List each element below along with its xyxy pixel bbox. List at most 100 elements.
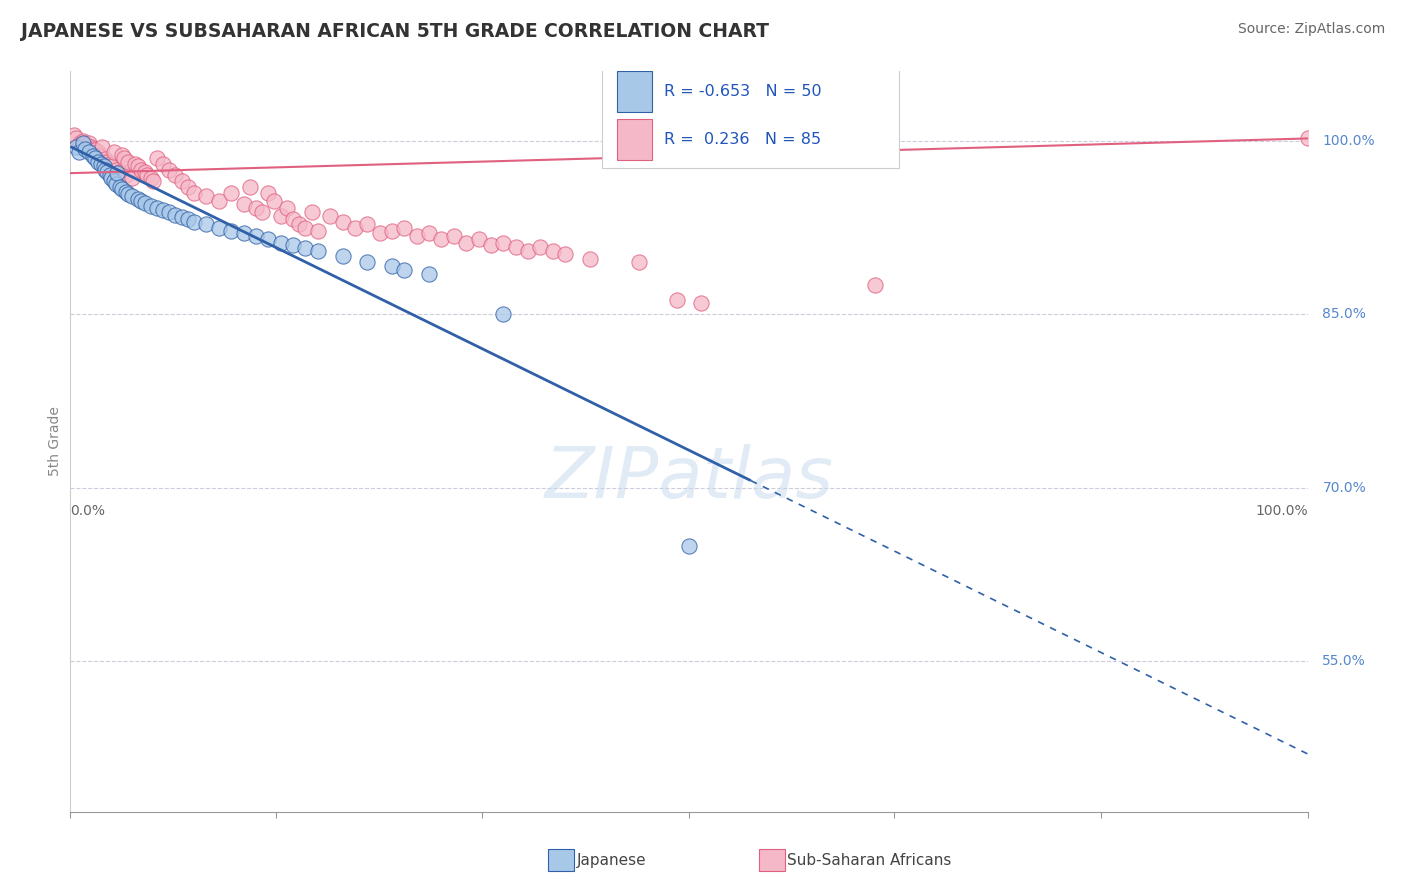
Point [94, 153, 117, 167]
Point [124, 157, 146, 171]
Point [152, 203, 174, 218]
Point [678, 539, 700, 553]
Point [80, 139, 103, 153]
Point [479, 238, 502, 252]
Y-axis label: 5th Grade: 5th Grade [48, 407, 62, 476]
Point [111, 147, 134, 161]
Point [294, 220, 316, 235]
Point [418, 267, 440, 281]
Point [356, 255, 378, 269]
Point [381, 259, 404, 273]
Point [195, 217, 218, 231]
Point [405, 228, 427, 243]
Point [112, 151, 135, 165]
Point [281, 212, 304, 227]
Point [105, 177, 128, 191]
Point [108, 165, 131, 179]
Point [98, 157, 121, 171]
Point [103, 145, 125, 160]
Point [96, 165, 118, 179]
Point [77, 145, 100, 160]
Point [208, 220, 231, 235]
Point [690, 295, 713, 310]
Point [121, 170, 143, 185]
Point [257, 232, 280, 246]
Point [84, 143, 107, 157]
Point [129, 194, 152, 208]
Point [239, 180, 262, 194]
Point [72, 136, 94, 150]
Point [115, 169, 138, 183]
Text: 0.0%: 0.0% [70, 505, 105, 518]
Text: R =  0.236   N = 85: R = 0.236 N = 85 [664, 132, 821, 147]
Point [505, 240, 527, 254]
Point [170, 210, 193, 224]
Point [157, 205, 180, 219]
Point [142, 174, 165, 188]
Point [77, 136, 100, 150]
Point [146, 151, 169, 165]
Point [91, 139, 114, 153]
Point [87, 147, 110, 161]
Point [219, 186, 242, 200]
Point [103, 174, 125, 188]
Point [381, 224, 404, 238]
Point [232, 227, 254, 241]
Point [665, 293, 688, 308]
Point [219, 224, 242, 238]
Point [65, 139, 87, 153]
FancyBboxPatch shape [617, 120, 652, 161]
Point [343, 220, 366, 235]
Point [276, 201, 298, 215]
Text: 70.0%: 70.0% [1323, 481, 1367, 495]
Point [63, 128, 86, 142]
Point [332, 215, 354, 229]
Point [165, 169, 187, 183]
Point [146, 201, 169, 215]
Point [72, 134, 94, 148]
Point [270, 209, 292, 223]
Point [82, 142, 104, 156]
Point [117, 186, 139, 201]
Text: 85.0%: 85.0% [1323, 307, 1367, 321]
Point [443, 228, 465, 243]
Point [136, 169, 159, 183]
Point [69, 136, 91, 150]
Point [75, 142, 97, 156]
Point [270, 235, 292, 250]
Point [127, 192, 149, 206]
Point [245, 228, 267, 243]
Point [177, 212, 200, 227]
Point [90, 150, 112, 164]
Point [307, 244, 329, 258]
Point [183, 186, 205, 200]
Point [75, 136, 97, 150]
Point [134, 165, 156, 179]
Point [319, 209, 342, 223]
Point [467, 232, 489, 246]
Point [105, 162, 128, 177]
Point [86, 145, 108, 160]
Point [863, 278, 886, 293]
Point [84, 151, 107, 165]
Point [307, 224, 329, 238]
Point [232, 197, 254, 211]
Point [177, 180, 200, 194]
Point [111, 182, 134, 196]
Point [108, 180, 131, 194]
Point [628, 255, 651, 269]
Point [93, 159, 115, 173]
Point [579, 252, 602, 266]
Point [1296, 131, 1319, 145]
Text: 55.0%: 55.0% [1323, 655, 1367, 668]
Point [456, 235, 478, 250]
Point [139, 170, 162, 185]
Point [368, 227, 391, 241]
Point [418, 227, 440, 241]
Text: JAPANESE VS SUBSAHARAN AFRICAN 5TH GRADE CORRELATION CHART: JAPANESE VS SUBSAHARAN AFRICAN 5TH GRADE… [21, 22, 769, 41]
Point [263, 194, 285, 208]
Point [541, 244, 564, 258]
Point [492, 307, 515, 321]
FancyBboxPatch shape [617, 71, 652, 112]
Point [139, 198, 162, 212]
